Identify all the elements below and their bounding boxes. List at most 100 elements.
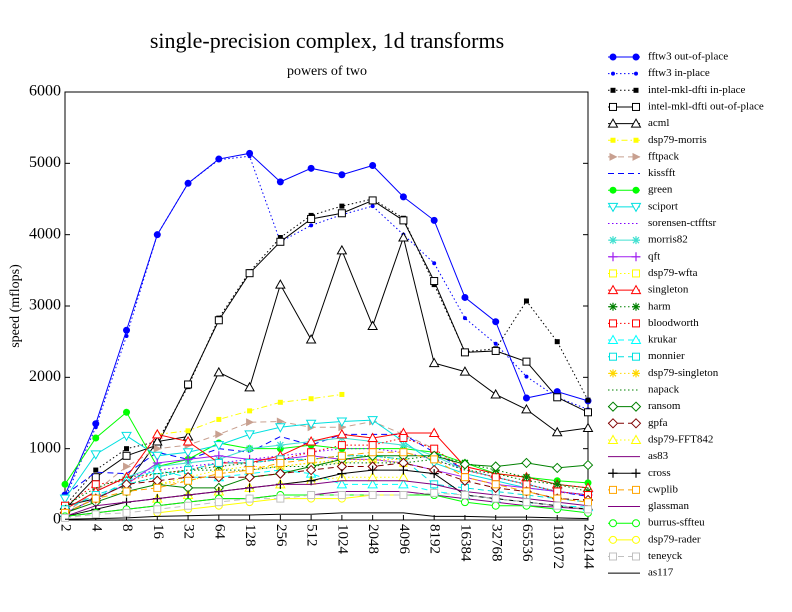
x-tick-label: 262144: [581, 524, 597, 570]
marker: [337, 451, 346, 460]
marker: [367, 416, 379, 426]
marker: [632, 236, 640, 245]
marker: [630, 284, 642, 295]
marker: [491, 494, 500, 503]
marker: [245, 458, 254, 467]
x-tick-label: 32768: [488, 524, 504, 562]
marker: [305, 464, 317, 476]
marker: [462, 316, 467, 321]
marker: [185, 428, 191, 434]
marker: [493, 341, 498, 346]
marker: [492, 318, 500, 326]
marker: [123, 462, 132, 471]
marker: [216, 416, 222, 422]
marker: [610, 137, 616, 143]
marker: [490, 461, 501, 472]
marker: [609, 352, 617, 361]
legend-entry: dsp79-FFT842: [607, 433, 713, 445]
x-tick-label: 2: [58, 524, 74, 532]
series: [64, 458, 589, 507]
legend-entry: cwplib: [608, 483, 678, 495]
marker: [522, 394, 530, 402]
marker: [153, 505, 162, 514]
marker: [632, 152, 641, 161]
marker: [244, 381, 255, 392]
series-line: [64, 492, 589, 519]
legend-label: morris82: [648, 234, 688, 246]
marker: [428, 427, 440, 437]
legend-entry: teneyck: [608, 550, 683, 562]
marker: [522, 357, 531, 366]
marker: [609, 319, 617, 328]
legend-label: sorensen-ctfftsr: [648, 217, 717, 229]
legend-entry: intel-mkl-dfti out-of-place: [608, 100, 764, 112]
marker: [214, 316, 223, 325]
marker: [338, 171, 346, 179]
marker: [551, 426, 563, 437]
series-line: [64, 235, 589, 507]
marker: [245, 494, 254, 503]
marker: [459, 366, 471, 376]
marker: [633, 87, 639, 93]
legend-label: fftpack: [648, 150, 679, 162]
marker: [429, 469, 439, 479]
y-tick-label: 4000: [29, 225, 61, 242]
marker: [307, 455, 316, 464]
marker: [186, 181, 191, 186]
x-tick-label: 131072: [550, 524, 566, 569]
marker: [151, 451, 163, 462]
legend-entry: kissfft: [608, 167, 675, 179]
x-tick-label: 128: [242, 524, 258, 547]
legend-entry: qft: [608, 250, 660, 262]
legend-entry: ransom: [607, 400, 681, 412]
marker: [607, 401, 619, 412]
x-tick-label: 1024: [334, 524, 350, 555]
legend-entry: sciport: [607, 200, 678, 212]
marker: [632, 519, 640, 528]
marker: [306, 476, 316, 486]
legend-entry: monnier: [608, 350, 685, 362]
marker: [524, 374, 529, 379]
marker: [491, 346, 500, 355]
marker: [93, 467, 99, 473]
legend-label: gpfa: [648, 417, 668, 429]
marker: [336, 244, 348, 255]
legend-entry: as83: [608, 450, 669, 462]
legend-label: bloodworth: [648, 317, 699, 329]
y-tick-label: 2000: [29, 368, 61, 385]
series-line: [64, 455, 589, 510]
marker: [305, 419, 317, 430]
marker: [245, 269, 254, 278]
marker: [631, 252, 641, 262]
series: [61, 488, 592, 522]
marker: [276, 237, 285, 246]
marker: [274, 279, 286, 289]
marker: [609, 186, 617, 194]
legend-label: dsp79-FFT842: [648, 433, 713, 445]
marker: [630, 418, 642, 429]
marker: [184, 380, 193, 389]
marker: [307, 214, 316, 223]
marker: [215, 430, 224, 439]
marker: [151, 428, 163, 439]
legend-label: dsp79-singleton: [648, 367, 719, 379]
marker: [611, 71, 615, 76]
legend-label: fftw3 out-of-place: [648, 51, 728, 63]
y-tick-label: 1000: [29, 439, 61, 456]
y-tick-label: 6000: [29, 83, 61, 100]
marker: [337, 491, 346, 500]
marker: [214, 469, 223, 478]
legend-entry: singleton: [607, 284, 689, 296]
marker: [633, 137, 639, 143]
marker: [607, 434, 619, 444]
marker: [398, 478, 409, 489]
marker: [155, 232, 160, 237]
legend-entry: intel-mkl-dfti in-place: [608, 84, 746, 96]
marker: [90, 450, 102, 460]
legend-label: krukar: [648, 334, 677, 346]
marker: [584, 498, 592, 507]
marker: [521, 403, 532, 414]
legend-label: green: [648, 184, 673, 196]
marker: [630, 434, 642, 444]
marker: [634, 71, 638, 76]
